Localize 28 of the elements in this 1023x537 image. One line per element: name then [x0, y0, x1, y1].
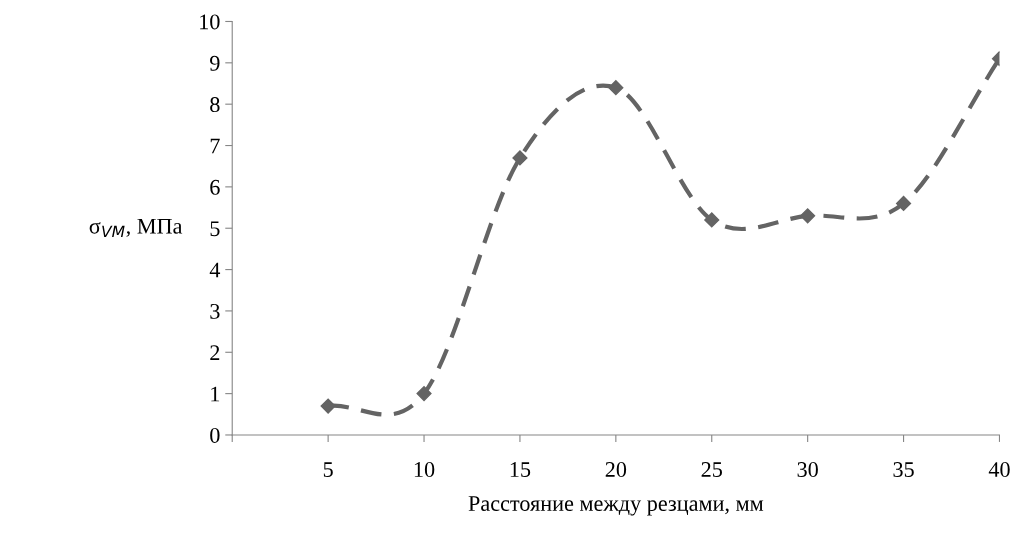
y-tick-label: 7 — [210, 138, 220, 154]
x-tick-label: 10 — [414, 462, 435, 477]
y-axis-title: σ$_{VM}$, МПа — [89, 218, 183, 238]
x-tick-label: 5 — [323, 462, 333, 477]
point — [512, 150, 528, 166]
point — [895, 195, 912, 211]
x-axis-title: Расстояние между резцами, мм — [468, 496, 764, 516]
point — [704, 212, 720, 228]
point — [608, 80, 624, 96]
point — [416, 386, 432, 402]
y-tick-label: 4 — [209, 262, 221, 278]
y-tick-label: 8 — [210, 97, 220, 113]
x-tick-label: 20 — [605, 462, 627, 477]
y-tick-label: 9 — [210, 55, 220, 71]
x-tick-label: 40 — [988, 462, 1010, 477]
y-tick-label: 6 — [210, 179, 220, 195]
x-tick-label: 25 — [701, 462, 722, 477]
y-tick-label: 10 — [200, 14, 220, 30]
x-tick-label: 15 — [510, 462, 531, 477]
point — [320, 398, 336, 414]
x-tick-label: 35 — [893, 462, 914, 477]
y-tick-label: 3 — [210, 303, 220, 319]
y-tick-label: 5 — [210, 221, 220, 237]
y-tick-label: 1 — [211, 386, 220, 402]
y-tick-label: 0 — [210, 427, 220, 443]
x-tick-label: 30 — [797, 462, 818, 477]
y-tick-label: 2 — [210, 345, 220, 360]
point — [800, 208, 816, 224]
